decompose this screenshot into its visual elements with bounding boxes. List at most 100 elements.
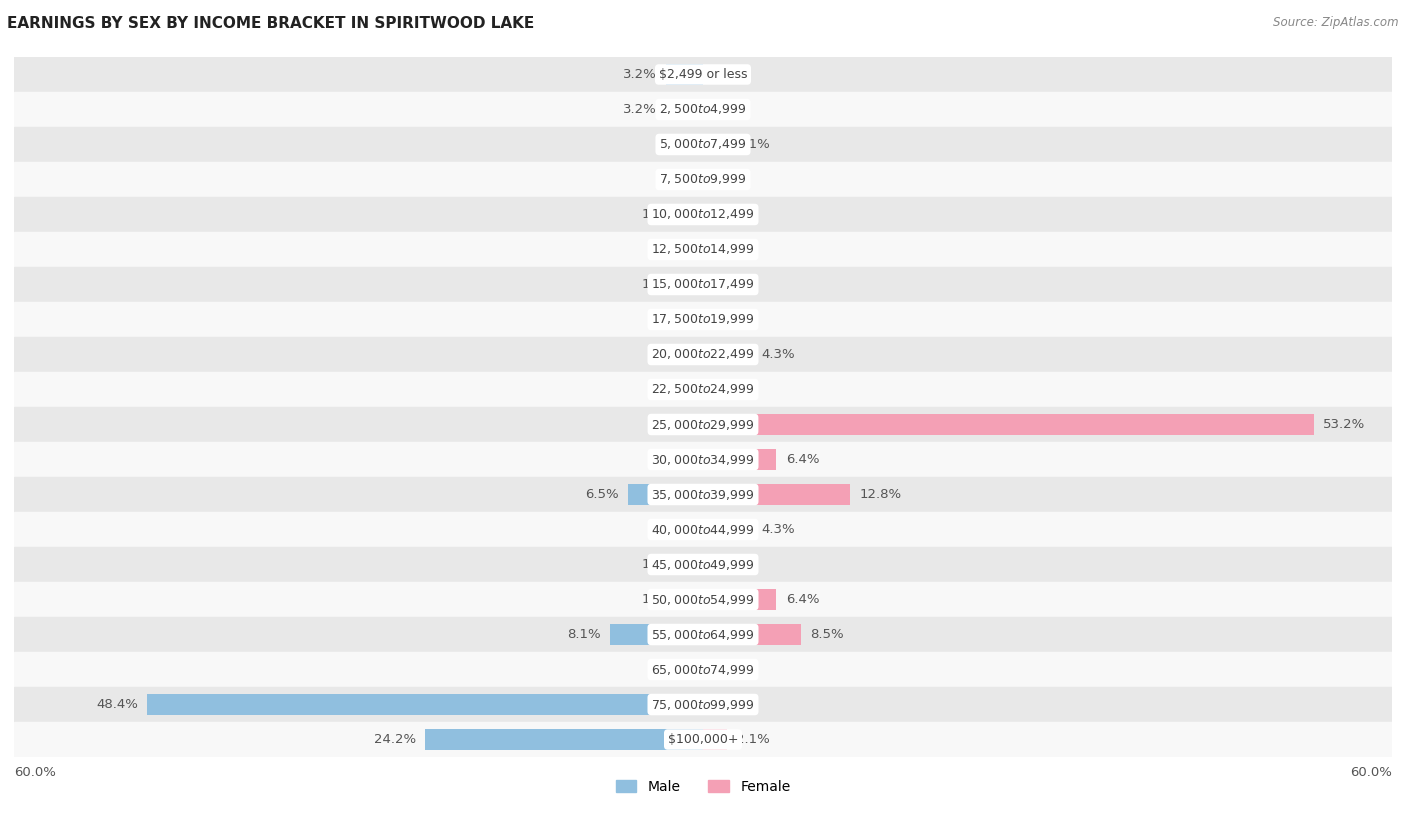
Bar xyxy=(14,162,1392,197)
Text: 0.0%: 0.0% xyxy=(661,348,693,361)
Text: 2.1%: 2.1% xyxy=(737,138,770,151)
Bar xyxy=(703,414,1313,435)
Text: 1.6%: 1.6% xyxy=(641,278,675,291)
Bar xyxy=(703,519,752,540)
Bar xyxy=(703,624,800,645)
Text: 0.0%: 0.0% xyxy=(661,243,693,256)
Bar xyxy=(685,204,703,225)
Bar xyxy=(14,652,1392,687)
Text: 0.0%: 0.0% xyxy=(661,138,693,151)
Text: 0.0%: 0.0% xyxy=(713,103,745,116)
Bar xyxy=(666,99,703,120)
Bar xyxy=(685,589,703,610)
Text: 0.0%: 0.0% xyxy=(661,523,693,536)
Bar xyxy=(14,267,1392,302)
Bar xyxy=(14,127,1392,162)
Bar xyxy=(14,197,1392,232)
Bar xyxy=(610,624,703,645)
Text: 1.6%: 1.6% xyxy=(641,208,675,221)
Text: $25,000 to $29,999: $25,000 to $29,999 xyxy=(651,418,755,431)
Text: $20,000 to $22,499: $20,000 to $22,499 xyxy=(651,348,755,361)
Text: 0.0%: 0.0% xyxy=(713,663,745,676)
Text: 0.0%: 0.0% xyxy=(713,558,745,571)
Bar xyxy=(628,484,703,505)
Bar xyxy=(703,729,727,750)
Text: 3.2%: 3.2% xyxy=(623,103,657,116)
Text: $35,000 to $39,999: $35,000 to $39,999 xyxy=(651,488,755,501)
Text: $100,000+: $100,000+ xyxy=(668,733,738,746)
Bar xyxy=(14,232,1392,267)
Text: 48.4%: 48.4% xyxy=(96,698,138,711)
Text: 0.0%: 0.0% xyxy=(713,243,745,256)
Text: $5,000 to $7,499: $5,000 to $7,499 xyxy=(659,138,747,151)
Bar xyxy=(703,344,752,365)
Text: 0.0%: 0.0% xyxy=(713,173,745,186)
Text: $22,500 to $24,999: $22,500 to $24,999 xyxy=(651,383,755,396)
Text: 0.0%: 0.0% xyxy=(661,173,693,186)
Bar xyxy=(703,589,776,610)
Text: 0.0%: 0.0% xyxy=(661,453,693,466)
Text: 4.3%: 4.3% xyxy=(762,523,796,536)
Text: 0.0%: 0.0% xyxy=(661,383,693,396)
Bar xyxy=(14,547,1392,582)
Bar xyxy=(14,617,1392,652)
Bar xyxy=(703,449,776,470)
Text: $45,000 to $49,999: $45,000 to $49,999 xyxy=(651,558,755,571)
Bar xyxy=(14,442,1392,477)
Text: 0.0%: 0.0% xyxy=(661,313,693,326)
Text: 0.0%: 0.0% xyxy=(713,698,745,711)
Text: $55,000 to $64,999: $55,000 to $64,999 xyxy=(651,628,755,641)
Text: $30,000 to $34,999: $30,000 to $34,999 xyxy=(651,453,755,466)
Bar xyxy=(14,57,1392,92)
Text: 8.1%: 8.1% xyxy=(567,628,600,641)
Text: $65,000 to $74,999: $65,000 to $74,999 xyxy=(651,663,755,676)
Text: Source: ZipAtlas.com: Source: ZipAtlas.com xyxy=(1274,16,1399,29)
Bar xyxy=(14,477,1392,512)
Bar xyxy=(703,484,851,505)
Text: $17,500 to $19,999: $17,500 to $19,999 xyxy=(651,313,755,326)
Text: 2.1%: 2.1% xyxy=(737,733,770,746)
Text: $2,500 to $4,999: $2,500 to $4,999 xyxy=(659,103,747,116)
Bar xyxy=(14,407,1392,442)
Text: 0.0%: 0.0% xyxy=(713,68,745,81)
Text: 0.0%: 0.0% xyxy=(661,418,693,431)
Bar xyxy=(703,134,727,155)
Text: 0.0%: 0.0% xyxy=(713,278,745,291)
Bar xyxy=(148,694,703,715)
Text: 60.0%: 60.0% xyxy=(1350,766,1392,779)
Text: 12.8%: 12.8% xyxy=(859,488,901,501)
Text: $7,500 to $9,999: $7,500 to $9,999 xyxy=(659,173,747,186)
Bar xyxy=(685,274,703,295)
Text: $2,499 or less: $2,499 or less xyxy=(659,68,747,81)
Bar xyxy=(685,554,703,575)
Text: 60.0%: 60.0% xyxy=(14,766,56,779)
Bar xyxy=(14,302,1392,337)
Text: 0.0%: 0.0% xyxy=(661,663,693,676)
Bar xyxy=(14,372,1392,407)
Text: $40,000 to $44,999: $40,000 to $44,999 xyxy=(651,523,755,536)
Text: 6.4%: 6.4% xyxy=(786,453,820,466)
Bar xyxy=(14,512,1392,547)
Text: $15,000 to $17,499: $15,000 to $17,499 xyxy=(651,278,755,291)
Bar xyxy=(14,92,1392,127)
Text: 6.5%: 6.5% xyxy=(585,488,619,501)
Bar xyxy=(425,729,703,750)
Bar xyxy=(14,337,1392,372)
Bar xyxy=(14,582,1392,617)
Text: 3.2%: 3.2% xyxy=(623,68,657,81)
Text: $50,000 to $54,999: $50,000 to $54,999 xyxy=(651,593,755,606)
Text: 24.2%: 24.2% xyxy=(374,733,416,746)
Text: 1.6%: 1.6% xyxy=(641,558,675,571)
Text: 8.5%: 8.5% xyxy=(810,628,844,641)
Text: 0.0%: 0.0% xyxy=(713,313,745,326)
Text: 4.3%: 4.3% xyxy=(762,348,796,361)
Text: 1.6%: 1.6% xyxy=(641,593,675,606)
Bar xyxy=(14,687,1392,722)
Text: 0.0%: 0.0% xyxy=(713,383,745,396)
Text: $12,500 to $14,999: $12,500 to $14,999 xyxy=(651,243,755,256)
Bar xyxy=(14,722,1392,757)
Text: 6.4%: 6.4% xyxy=(786,593,820,606)
Bar xyxy=(666,64,703,85)
Legend: Male, Female: Male, Female xyxy=(610,774,796,799)
Text: $75,000 to $99,999: $75,000 to $99,999 xyxy=(651,698,755,711)
